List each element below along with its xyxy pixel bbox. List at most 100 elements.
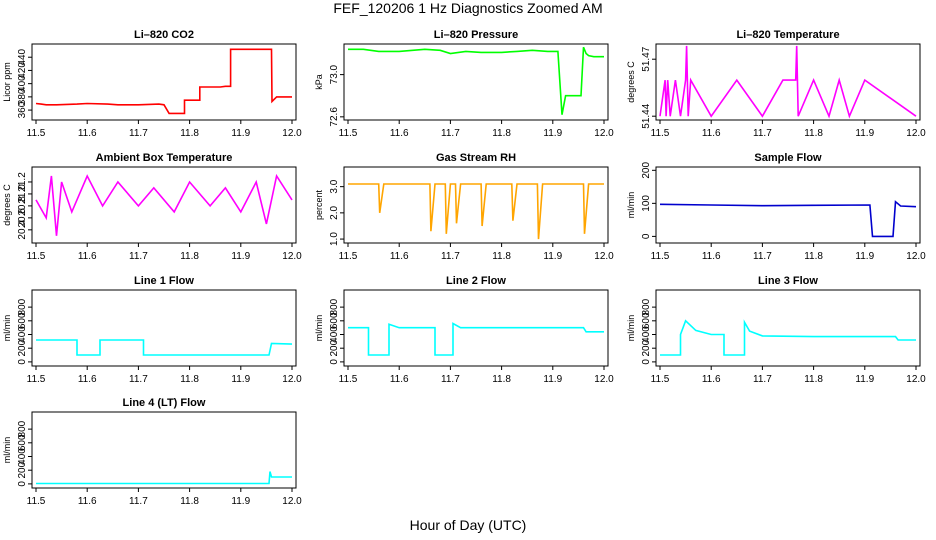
panel-3: Li–820 Temperature 11.5 11.6 11.7 11.8 11.9 12… xyxy=(626,29,926,139)
y-axis-label: kPa xyxy=(314,74,324,90)
x-tick-label: 11.8 xyxy=(804,374,823,385)
y-axis-label: degrees C xyxy=(626,61,636,103)
x-tick-label: 11.5 xyxy=(651,374,670,385)
x-tick-label: 11.6 xyxy=(702,251,721,262)
panel-frame xyxy=(655,43,921,121)
x-tick-label: 11.8 xyxy=(804,251,823,262)
y-axis-label: Licor ppm xyxy=(2,62,12,102)
x-tick-label: 11.9 xyxy=(543,374,562,385)
y-tick-label: 600 xyxy=(17,312,28,329)
x-tick-label: 11.9 xyxy=(231,128,250,139)
series-line xyxy=(36,471,292,485)
x-tick-label: 11.5 xyxy=(27,128,46,139)
x-tick-label: 11.8 xyxy=(180,128,199,139)
x-tick-label: 11.8 xyxy=(180,374,199,385)
x-tick-label: 12.0 xyxy=(906,128,926,139)
x-tick-label: 11.8 xyxy=(180,251,199,262)
y-tick-label: 800 xyxy=(17,420,28,437)
x-tick-label: 11.7 xyxy=(129,496,148,507)
y-tick-label: 0 xyxy=(17,359,28,365)
y-tick-label: 440 xyxy=(17,48,28,65)
series-line xyxy=(36,339,293,356)
panel-9: Line 3 Flow 11.5 11.6 11.7 11.8 11.9 12.0 0 2004… xyxy=(626,275,926,385)
figure-title: FEF_120206 1 Hz Diagnostics Zoomed AM xyxy=(333,0,603,16)
y-tick-label: 73.0 xyxy=(329,64,340,84)
x-tick-label: 11.5 xyxy=(27,374,46,385)
x-tick-label: 11.9 xyxy=(855,251,874,262)
panel-frame xyxy=(31,411,297,489)
y-axis-label: ml/min xyxy=(626,192,636,219)
x-tick-label: 11.7 xyxy=(753,128,772,139)
x-tick-label: 11.9 xyxy=(231,251,250,262)
x-tick-label: 11.7 xyxy=(441,128,460,139)
x-tick-label: 11.6 xyxy=(390,374,409,385)
x-tick-label: 11.6 xyxy=(390,128,409,139)
y-tick-label: 400 xyxy=(641,326,652,343)
panel-8: Line 2 Flow 11.5 11.6 11.7 11.8 11.9 12.0 0 2004… xyxy=(314,275,614,385)
x-tick-label: 11.8 xyxy=(492,128,511,139)
x-tick-label: 11.5 xyxy=(27,496,46,507)
x-tick-label: 12.0 xyxy=(594,251,614,262)
x-tick-label: 11.9 xyxy=(543,128,562,139)
y-tick-label: 360 xyxy=(17,101,28,118)
x-tick-label: 12.0 xyxy=(282,251,302,262)
x-tick-label: 11.5 xyxy=(339,128,358,139)
y-tick-label: 2.0 xyxy=(329,205,340,219)
y-tick-label: 600 xyxy=(329,312,340,329)
x-tick-label: 11.6 xyxy=(78,128,97,139)
y-tick-label: 21.2 xyxy=(17,172,28,192)
y-tick-label: 400 xyxy=(17,75,28,92)
y-tick-label: 0 xyxy=(17,481,28,487)
y-tick-label: 800 xyxy=(641,298,652,315)
panel-frame xyxy=(31,43,297,121)
x-tick-label: 11.6 xyxy=(390,251,409,262)
y-tick-label: 100 xyxy=(641,195,652,212)
x-tick-label: 11.5 xyxy=(651,251,670,262)
y-axis-label: ml/min xyxy=(2,437,12,464)
y-tick-label: 420 xyxy=(17,62,28,79)
x-tick-label: 12.0 xyxy=(282,496,302,507)
y-tick-label: 72.6 xyxy=(329,107,340,127)
y-tick-label: 21.0 xyxy=(17,184,28,204)
x-tick-label: 11.5 xyxy=(339,251,358,262)
panel-1: Li–820 CO2 11.5 11.6 11.7 11.8 11.9 12.0 360380… xyxy=(2,29,302,139)
y-tick-label: 0 xyxy=(641,233,652,239)
x-tick-label: 11.8 xyxy=(492,251,511,262)
series-line xyxy=(348,46,604,115)
x-tick-label: 11.7 xyxy=(129,374,148,385)
x-tick-label: 12.0 xyxy=(594,374,614,385)
y-tick-label: 200 xyxy=(641,162,652,179)
panel-title: Line 2 Flow xyxy=(446,275,506,287)
panel-frame xyxy=(655,289,921,367)
series-line xyxy=(35,48,292,115)
x-tick-label: 11.6 xyxy=(702,374,721,385)
y-tick-label: 800 xyxy=(329,298,340,315)
y-tick-label: 400 xyxy=(17,448,28,465)
x-tick-label: 12.0 xyxy=(594,128,614,139)
x-tick-label: 11.5 xyxy=(651,128,670,139)
y-tick-label: 200 xyxy=(17,461,28,478)
panel-title: Ambient Box Temperature xyxy=(96,152,233,164)
panel-frame xyxy=(343,289,609,367)
y-axis-label: ml/min xyxy=(626,315,636,342)
y-tick-label: 600 xyxy=(641,312,652,329)
y-tick-label: 20.4 xyxy=(17,220,28,240)
y-tick-label: 200 xyxy=(641,339,652,356)
x-tick-label: 11.5 xyxy=(339,374,358,385)
panel-frame xyxy=(655,166,921,244)
x-tick-label: 12.0 xyxy=(282,374,302,385)
y-axis-label: ml/min xyxy=(314,315,324,342)
y-tick-label: 200 xyxy=(17,339,28,356)
y-tick-label: 600 xyxy=(17,434,28,451)
y-tick-label: 0 xyxy=(641,359,652,365)
x-tick-label: 12.0 xyxy=(906,374,926,385)
panel-title: Line 3 Flow xyxy=(758,275,818,287)
x-tick-label: 11.5 xyxy=(27,251,46,262)
x-tick-label: 11.8 xyxy=(492,374,511,385)
x-tick-label: 11.7 xyxy=(753,374,772,385)
figure-x-axis-label: Hour of Day (UTC) xyxy=(409,517,527,533)
panel-title: Line 1 Flow xyxy=(134,275,194,287)
x-tick-label: 11.8 xyxy=(804,128,823,139)
panel-4: Ambient Box Temperature 11.5 11.6 11.7 11.8 1… xyxy=(2,152,302,262)
x-tick-label: 11.6 xyxy=(78,496,97,507)
